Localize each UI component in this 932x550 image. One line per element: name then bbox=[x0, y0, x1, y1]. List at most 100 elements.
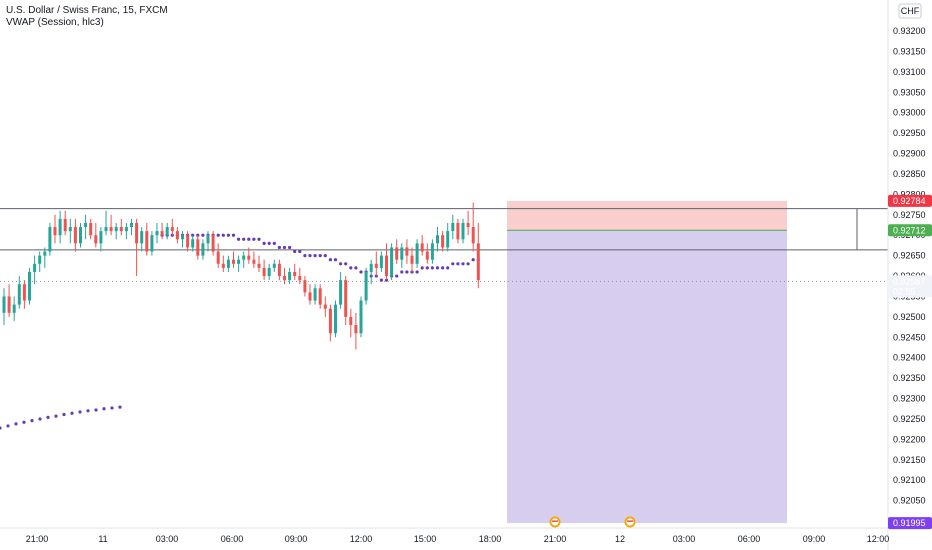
x-tick-label: 21:00 bbox=[544, 534, 567, 544]
candle-body bbox=[288, 271, 292, 281]
candle-body bbox=[339, 280, 343, 305]
vwap-dot bbox=[237, 237, 241, 241]
candle-body bbox=[303, 280, 307, 293]
vwap-dot bbox=[415, 270, 419, 274]
candle-body bbox=[385, 255, 388, 277]
vwap-dot bbox=[451, 262, 455, 266]
candle-body bbox=[461, 222, 465, 240]
vwap-dot bbox=[272, 241, 276, 245]
x-tick-label: 09:00 bbox=[285, 534, 308, 544]
y-tick-label: 0.92750 bbox=[893, 210, 926, 220]
candle-body bbox=[471, 227, 475, 244]
candle-body bbox=[196, 239, 200, 256]
vwap-dot bbox=[14, 422, 18, 426]
vwap-dot bbox=[379, 278, 383, 282]
chart-legend: U.S. Dollar / Swiss Franc, 15, FXCM VWAP… bbox=[6, 5, 168, 29]
candle-body bbox=[84, 222, 88, 228]
candle-body bbox=[242, 255, 246, 260]
vwap-dot bbox=[277, 245, 281, 250]
vwap-dot bbox=[86, 409, 90, 413]
y-tick-label: 0.93100 bbox=[893, 67, 926, 77]
vwap-dot bbox=[231, 233, 236, 237]
candle-body bbox=[186, 235, 190, 248]
candle-body bbox=[58, 218, 62, 236]
y-tick-label: 0.92100 bbox=[893, 475, 926, 485]
time-axis[interactable] bbox=[0, 528, 888, 550]
vwap-dot bbox=[102, 407, 106, 411]
last-price-tag-label: 0.92587 bbox=[893, 276, 926, 286]
vwap-dot bbox=[30, 419, 34, 423]
candle-body bbox=[446, 231, 450, 248]
x-tick-label: 12 bbox=[615, 534, 625, 544]
indicator-title: VWAP (Session, hlc3) bbox=[6, 17, 104, 28]
candle-body bbox=[191, 239, 195, 248]
candle-body bbox=[262, 267, 266, 277]
y-tick-label: 0.92200 bbox=[893, 434, 926, 444]
candle-body bbox=[155, 231, 159, 236]
stop-price-tag[interactable] bbox=[888, 194, 932, 207]
event-icon-stripe bbox=[552, 520, 558, 522]
currency-button[interactable]: CHF bbox=[898, 3, 922, 19]
vwap-dot bbox=[252, 237, 256, 241]
candle-body bbox=[405, 247, 409, 256]
take-profit-zone[interactable] bbox=[507, 230, 787, 524]
candle-body bbox=[124, 227, 128, 232]
vwap-dot bbox=[471, 258, 475, 262]
candle-body bbox=[293, 271, 297, 277]
vwap-dot bbox=[94, 408, 98, 412]
candle-body bbox=[114, 227, 118, 232]
target-price-tag[interactable] bbox=[888, 517, 932, 530]
x-tick-label: 03:00 bbox=[156, 534, 179, 544]
candle-body bbox=[252, 259, 256, 264]
vwap-dot bbox=[395, 274, 399, 278]
vwap-dot bbox=[282, 245, 287, 250]
economic-event-icon[interactable] bbox=[549, 516, 561, 528]
vwap-dot bbox=[191, 233, 195, 237]
candle-body bbox=[79, 227, 82, 244]
candle-body bbox=[334, 304, 337, 334]
candle-body bbox=[17, 284, 21, 305]
candles bbox=[2, 202, 480, 350]
price-axis[interactable] bbox=[888, 0, 932, 550]
y-tick-label: 0.93000 bbox=[893, 108, 926, 118]
candle-body bbox=[237, 259, 241, 264]
candle-body bbox=[232, 259, 235, 264]
candle-body bbox=[7, 296, 11, 313]
x-tick-label: 18:00 bbox=[479, 534, 502, 544]
vwap-dot bbox=[339, 262, 343, 266]
entry-price-tag-label: 0.92712 bbox=[893, 225, 926, 235]
candle-body bbox=[150, 235, 154, 252]
y-tick-label: 0.93050 bbox=[893, 87, 926, 97]
y-tick-label: 0.92300 bbox=[893, 394, 926, 404]
candle-body bbox=[165, 227, 169, 236]
candle-body bbox=[359, 300, 363, 334]
economic-event-icon[interactable] bbox=[624, 516, 636, 528]
y-tick-label: 0.92500 bbox=[893, 312, 926, 322]
candle-body bbox=[28, 271, 31, 301]
candle-body bbox=[420, 243, 424, 252]
candle-body bbox=[379, 255, 383, 268]
candle-body bbox=[38, 255, 42, 264]
stop-loss-zone[interactable] bbox=[507, 200, 787, 231]
candle-body bbox=[369, 263, 373, 272]
vwap-dot bbox=[430, 266, 434, 270]
vwap-dot bbox=[6, 424, 10, 428]
candle-body bbox=[181, 235, 184, 240]
last-price-tag[interactable] bbox=[888, 275, 932, 298]
vwap-dot bbox=[216, 233, 220, 237]
vwap-dot bbox=[54, 414, 58, 418]
vwap-dot bbox=[303, 254, 307, 258]
candle-body bbox=[68, 227, 72, 232]
candle-body bbox=[160, 231, 164, 236]
entry-price-tag[interactable] bbox=[888, 224, 932, 237]
vwap-dot bbox=[78, 410, 82, 414]
vwap-dot bbox=[221, 233, 225, 237]
candle-body bbox=[323, 304, 327, 309]
currency-label: CHF bbox=[901, 6, 920, 16]
x-tick-label: 21:00 bbox=[26, 534, 49, 544]
vwap-dot bbox=[359, 270, 363, 274]
candle-body bbox=[48, 227, 52, 252]
vwap-dot bbox=[446, 266, 450, 270]
candle-body bbox=[43, 251, 47, 256]
